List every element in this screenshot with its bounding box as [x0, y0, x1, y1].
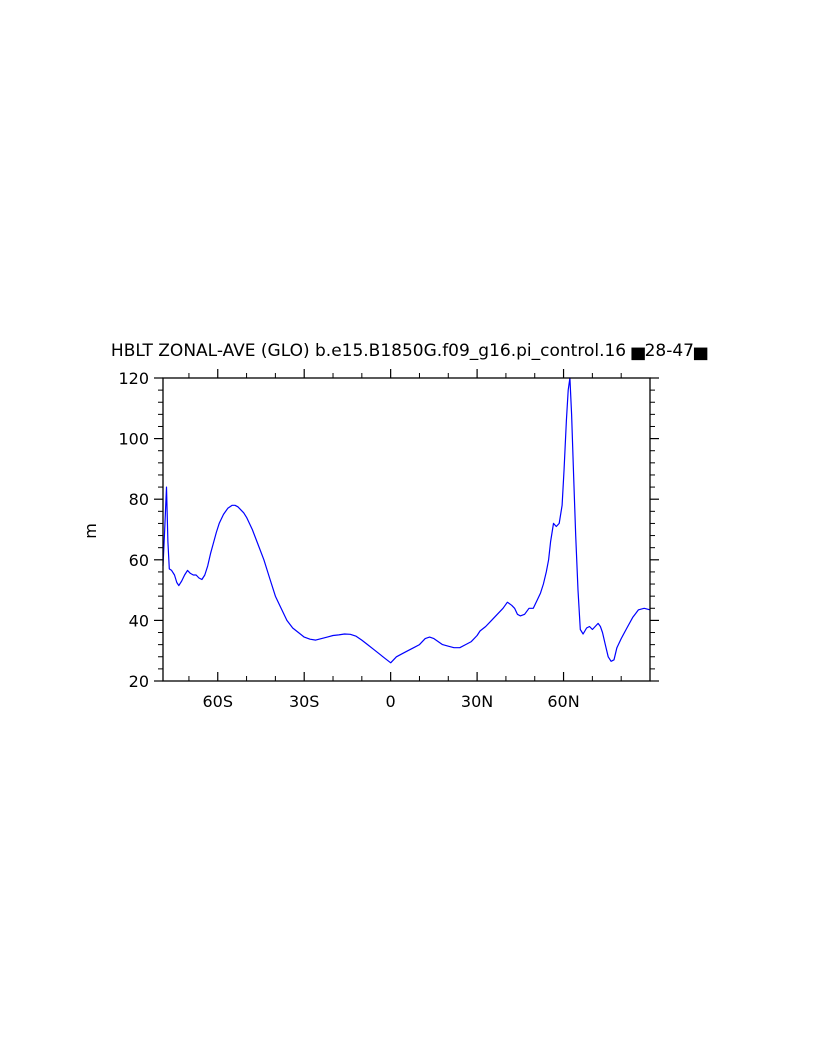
x-tick-label: 30S — [289, 692, 320, 711]
y-tick-label: 60 — [129, 551, 149, 570]
y-tick-label: 40 — [129, 611, 149, 630]
y-tick-label: 20 — [129, 672, 149, 691]
x-tick-label: 60S — [202, 692, 233, 711]
x-tick-labels: 60S 30S 0 30N 60N — [202, 692, 579, 711]
y-tick-label: 120 — [118, 369, 149, 388]
y-tick-labels: 20 40 60 80 100 120 — [118, 369, 149, 691]
x-tick-label: 60N — [547, 692, 579, 711]
plot-frame — [162, 377, 651, 682]
minor-ticks — [158, 373, 655, 681]
y-axis-label: m — [81, 523, 100, 539]
x-tick-label: 0 — [386, 692, 396, 711]
y-tick-label: 80 — [129, 490, 149, 509]
chart-title: HBLT ZONAL-AVE (GLO) b.e15.B1850G.f09_g1… — [111, 341, 708, 361]
y-tick-label: 100 — [118, 430, 149, 449]
series-line — [162, 377, 651, 664]
series-group — [162, 377, 651, 664]
major-ticks — [154, 369, 659, 682]
x-tick-label: 30N — [461, 692, 493, 711]
